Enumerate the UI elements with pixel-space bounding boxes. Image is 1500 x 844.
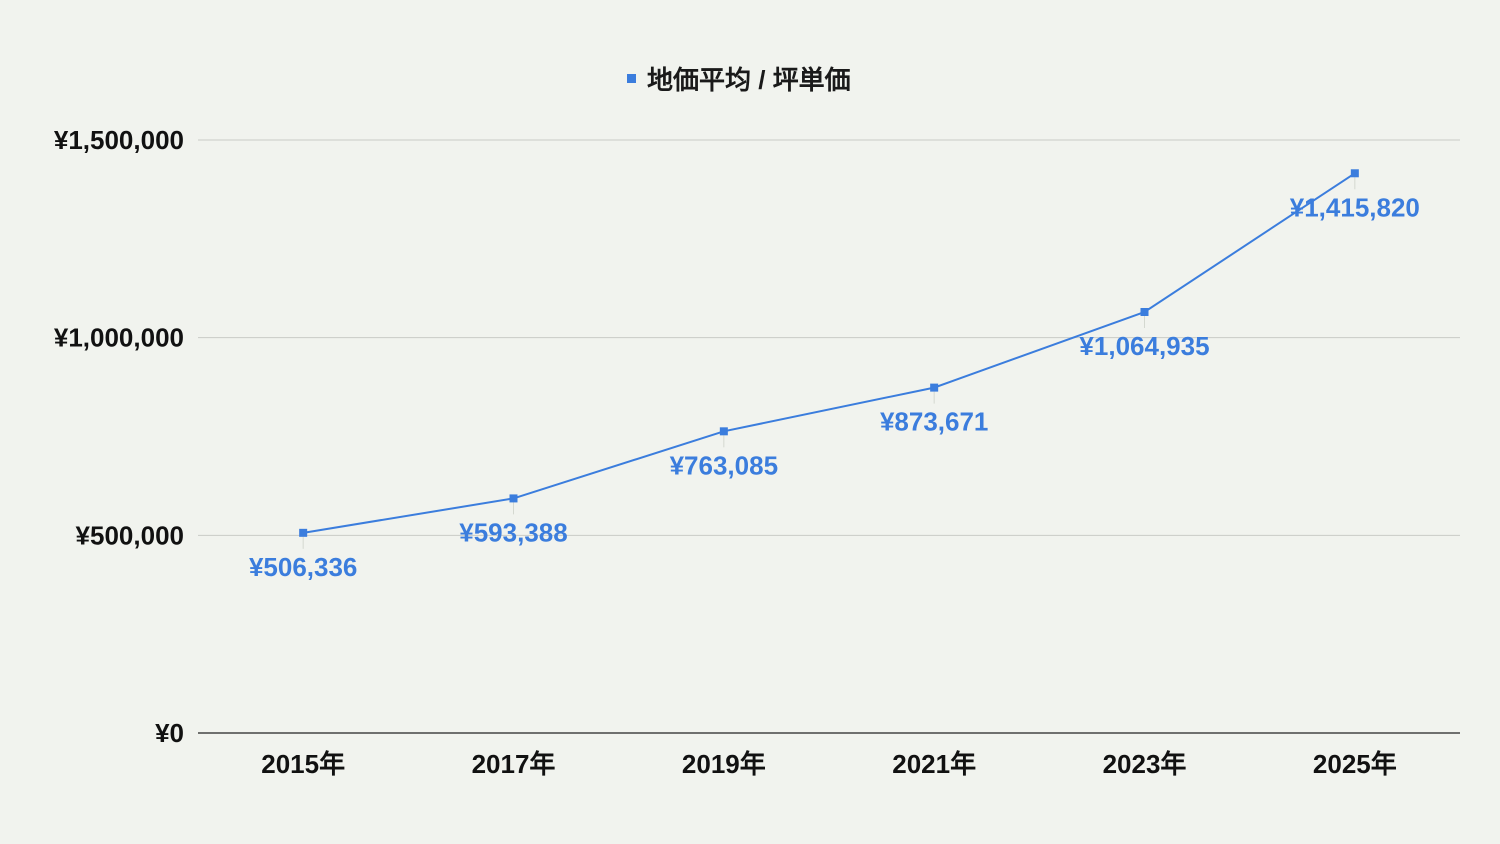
data-point-marker-icon bbox=[1140, 307, 1149, 316]
data-label: ¥506,336 bbox=[249, 552, 357, 582]
x-tick-label: 2017年 bbox=[472, 749, 556, 779]
data-label: ¥593,388 bbox=[459, 517, 567, 547]
data-point-marker-icon bbox=[509, 494, 518, 503]
x-tick-label: 2023年 bbox=[1103, 749, 1187, 779]
data-labels: ¥506,336 ¥593,388 ¥763,085 ¥873,671 ¥1,064,9… bbox=[249, 192, 1420, 582]
legend-swatch-icon bbox=[627, 74, 636, 83]
x-axis-labels: 2015年 2017年 2019年 2021年 2023年 2025年 bbox=[261, 749, 1397, 779]
legend: 地価平均 / 坪単価 bbox=[627, 65, 851, 95]
series-line bbox=[299, 169, 1359, 549]
y-axis-labels: ¥0 ¥500,000 ¥1,000,000 ¥1,500,000 bbox=[54, 125, 184, 748]
x-tick-label: 2019年 bbox=[682, 749, 766, 779]
legend-label: 地価平均 / 坪単価 bbox=[647, 65, 851, 95]
data-label: ¥763,085 bbox=[670, 450, 778, 480]
data-label: ¥1,415,820 bbox=[1290, 192, 1420, 222]
x-tick-label: 2025年 bbox=[1313, 749, 1397, 779]
data-label: ¥1,064,935 bbox=[1079, 331, 1209, 361]
y-tick-label: ¥500,000 bbox=[76, 520, 184, 550]
x-tick-label: 2021年 bbox=[892, 749, 976, 779]
y-tick-label: ¥0 bbox=[155, 718, 184, 748]
x-tick-label: 2015年 bbox=[261, 749, 345, 779]
data-point-marker-icon bbox=[930, 383, 939, 392]
data-point-marker-icon bbox=[719, 427, 728, 436]
y-tick-label: ¥1,500,000 bbox=[54, 125, 184, 155]
gridlines bbox=[198, 139, 1460, 734]
data-label: ¥873,671 bbox=[880, 407, 988, 437]
data-point-marker-icon bbox=[299, 528, 308, 537]
data-point-marker-icon bbox=[1350, 169, 1359, 178]
y-tick-label: ¥1,000,000 bbox=[54, 323, 184, 353]
series-polyline bbox=[303, 172, 1356, 534]
